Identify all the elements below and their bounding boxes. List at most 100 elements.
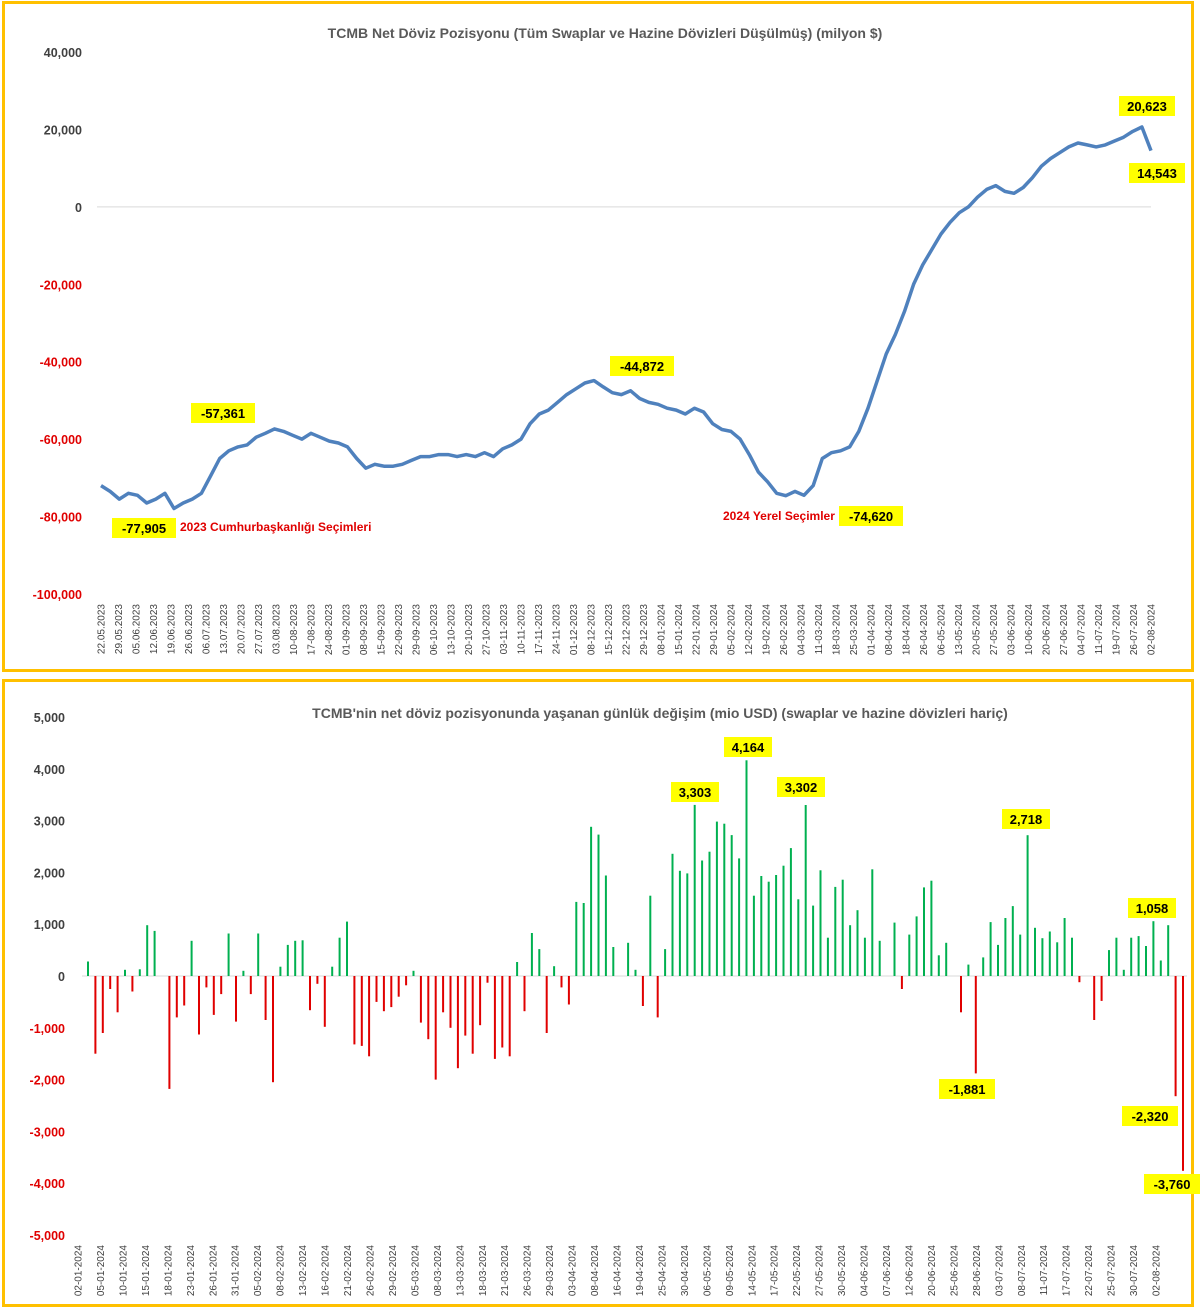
bar <box>923 887 925 976</box>
bar <box>582 903 585 976</box>
x-tick-label: 05-01-2024 <box>96 1245 107 1297</box>
bar <box>960 976 962 1013</box>
bar <box>434 976 437 1080</box>
x-tick-label: 19-04-2024 <box>635 1245 646 1297</box>
bar <box>87 961 89 976</box>
data-labels: -77,905 -57,361 -44,872 -74,620 20,623 14,543 <box>112 96 1185 538</box>
x-tick-label: 13-05-2024 <box>954 604 965 656</box>
daily-change-bar-chart: TCMB'nin net döviz pozisyonunda yaşanan … <box>30 705 1200 1297</box>
x-tick-label: 29.05.2023 <box>114 604 125 654</box>
y-tick-label: -100,000 <box>33 588 82 602</box>
bar <box>1004 918 1007 976</box>
data-label-text: 3,302 <box>785 780 818 795</box>
bottom-chart-panel: TCMB'nin net döviz pozisyonunda yaşanan … <box>2 679 1200 1307</box>
x-tick-label: 15-01-2024 <box>141 1245 152 1297</box>
net-position-line <box>100 125 1153 511</box>
bar <box>220 976 223 995</box>
x-tick-label: 13-03-2024 <box>455 1245 466 1297</box>
bar <box>412 970 415 976</box>
x-tick-label: 31-01-2024 <box>231 1245 242 1297</box>
data-label-bg <box>1002 809 1050 829</box>
data-label-text: 4,164 <box>732 740 765 755</box>
x-tick-label: 05-03-2024 <box>410 1245 421 1297</box>
bar <box>826 937 829 976</box>
bar <box>1041 938 1044 976</box>
bar <box>649 895 652 976</box>
bar <box>235 976 237 1022</box>
data-label-text: -3,760 <box>1154 1177 1191 1192</box>
bar <box>530 933 533 976</box>
x-tick-label: 20-05-2024 <box>972 604 983 656</box>
bar <box>508 976 511 1057</box>
bar <box>419 976 422 1023</box>
x-tick-label: 13-10-2023 <box>447 604 458 656</box>
x-tick-label: 21-02-2024 <box>343 1245 354 1297</box>
data-label-bg <box>777 777 825 797</box>
data-label-bg <box>1122 1106 1178 1126</box>
bar <box>945 942 948 976</box>
y-tick-label: 0 <box>58 970 65 984</box>
data-labels: 3,303 4,164 3,302 2,718 1,058 -1,881 -2,320 -3,… <box>671 737 1200 1194</box>
data-label-text: -1,881 <box>949 1082 986 1097</box>
bar <box>309 976 311 1011</box>
data-label-bg <box>839 506 903 526</box>
bar <box>967 964 970 976</box>
bar <box>701 860 704 976</box>
data-label: -2,320 <box>1122 1106 1178 1126</box>
bar <box>1130 937 1133 976</box>
bar <box>871 869 874 976</box>
bar <box>997 944 999 976</box>
x-tick-label: 26-03-2024 <box>523 1245 534 1297</box>
bar <box>257 933 260 976</box>
x-tick-label: 22-09-2023 <box>394 604 405 656</box>
x-tick-label: 26-07-2024 <box>1129 604 1140 656</box>
bar <box>656 976 659 1018</box>
y-tick-label: -80,000 <box>40 511 82 525</box>
bar <box>442 976 445 1013</box>
x-tick-label: 27-05-2024 <box>989 604 1000 656</box>
bar <box>1026 835 1029 976</box>
data-label-bg <box>671 782 719 802</box>
x-tick-label: 29-02-2024 <box>388 1245 399 1297</box>
x-tick-label: 30-07-2024 <box>1129 1245 1140 1297</box>
bar <box>634 969 637 976</box>
bar <box>138 969 141 976</box>
bar <box>486 976 489 983</box>
data-label-bg <box>1128 898 1176 918</box>
bar <box>1108 950 1110 976</box>
bar <box>982 957 985 976</box>
x-tick-label: 17-05-2024 <box>770 1245 781 1297</box>
x-tick-label: 27-10-2023 <box>482 604 493 656</box>
x-tick-label: 06.07.2023 <box>202 604 213 654</box>
x-tick-label: 09-05-2024 <box>725 1245 736 1297</box>
x-tick-label: 18-03-2024 <box>478 1245 489 1297</box>
x-tick-label: 06-10-2023 <box>429 604 440 656</box>
x-tick-label: 13-02-2024 <box>298 1245 309 1297</box>
y-tick-label: 20,000 <box>44 123 82 137</box>
x-tick-label: 22-01-2024 <box>692 604 703 656</box>
x-tick-label: 25-04-2024 <box>657 1245 668 1297</box>
x-tick-label: 19-07-2024 <box>1112 604 1123 656</box>
bar <box>545 976 548 1033</box>
bar <box>427 976 430 1040</box>
x-tick-label: 10-06-2024 <box>1024 604 1035 656</box>
bar <box>834 886 837 976</box>
bar <box>686 873 689 976</box>
x-tick-label: 22-05-2024 <box>792 1245 803 1297</box>
x-tick-label: 28-06-2024 <box>972 1245 983 1297</box>
bar <box>567 976 570 1005</box>
bar <box>405 976 408 986</box>
bar <box>1093 976 1096 1020</box>
bar <box>168 976 171 1089</box>
x-tick-label: 18-03-2024 <box>832 604 843 656</box>
x-tick-label: 13.07.2023 <box>219 604 230 654</box>
bar <box>1174 976 1177 1097</box>
x-tick-label: 26-01-2024 <box>208 1245 219 1297</box>
bar <box>937 955 940 976</box>
data-label-text: -57,361 <box>201 406 245 421</box>
bar <box>146 925 149 976</box>
bar <box>893 922 896 976</box>
chart-title: TCMB Net Döviz Pozisyonu (Tüm Swaplar ve… <box>328 25 883 41</box>
bar <box>323 976 326 1027</box>
data-label: -74,620 <box>839 506 903 526</box>
